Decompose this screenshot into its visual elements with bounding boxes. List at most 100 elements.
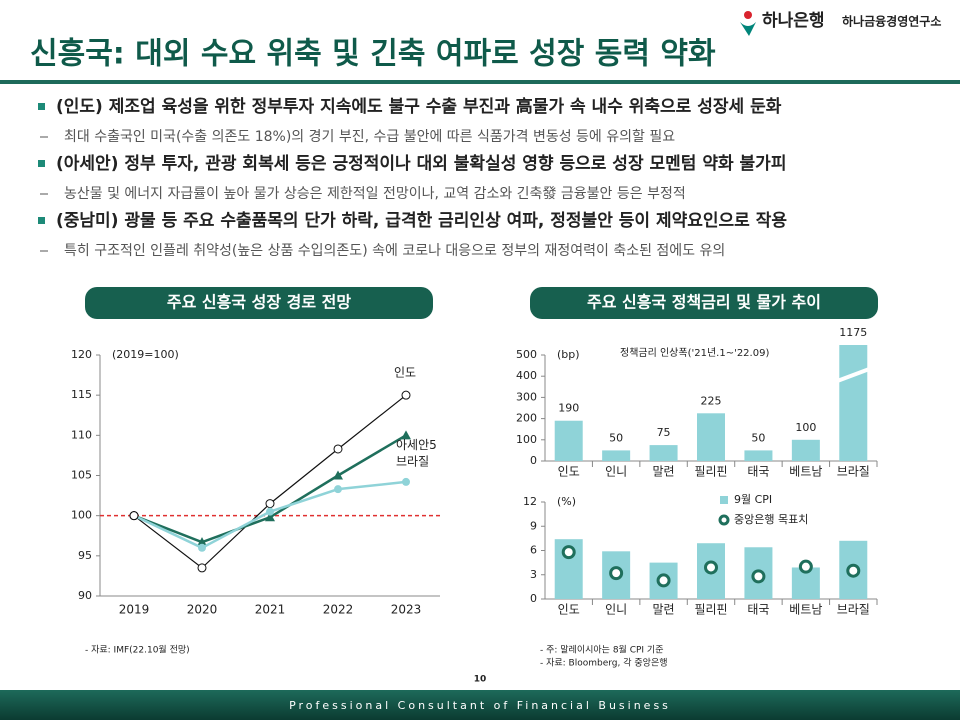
y-tick-label: 0: [530, 454, 537, 467]
bar: [791, 439, 820, 461]
y-tick-label: 110: [71, 428, 92, 441]
marker: [198, 543, 206, 552]
x-tick-label: 인도: [558, 603, 580, 617]
bar: [697, 413, 725, 461]
unit: (bp): [557, 348, 580, 361]
data-label: 75: [657, 426, 671, 439]
logo-icon: [740, 22, 756, 36]
x-tick-label: 베트남: [789, 603, 822, 617]
y-tick-label: 400: [516, 369, 537, 382]
x-tick-label: 2019: [119, 603, 150, 617]
bullet-sub: 최대 수출국인 미국(수출 의존도 18%)의 경기 부진, 수급 불안에 따른…: [64, 129, 675, 145]
page-number: 10: [474, 675, 487, 685]
target-dot: [798, 559, 813, 574]
chart-title: 주요 신흥국 성장 경로 전망: [167, 293, 351, 312]
logo-icon: [744, 11, 752, 19]
logo: 하나은행: [762, 11, 825, 31]
source: - 자료: IMF(22.10월 전망): [85, 644, 190, 656]
x-tick-label: 태국: [747, 603, 769, 617]
x-tick-label: 2022: [323, 603, 354, 617]
y-tick-label: 200: [516, 412, 537, 425]
x-tick-label: 말련: [653, 465, 675, 479]
unit: (2019=100): [112, 348, 179, 361]
x-tick-label: 말련: [653, 603, 675, 617]
y-tick-label: 500: [516, 348, 537, 361]
x-tick-label: 필리핀: [694, 465, 727, 479]
data-label: 50: [609, 431, 623, 444]
bullet-text: (인도) 제조업 육성을 위한 정부투자 지속에도 불구 수출 부진과 高물가 …: [56, 96, 782, 117]
target-dot: [704, 560, 718, 575]
bullet-square: [38, 103, 45, 110]
target-dot: [609, 566, 624, 581]
marker: [197, 563, 207, 573]
y-tick-label: 115: [71, 388, 92, 401]
y-tick-label: 9: [530, 519, 537, 532]
y-tick-label: 95: [78, 549, 92, 562]
note: - 주: 말레이시아는 8월 CPI 기준: [540, 644, 663, 656]
y-tick-label: 105: [71, 469, 92, 482]
x-tick-label: 인도: [558, 465, 580, 479]
marker: [265, 512, 275, 522]
note: - 자료: Bloomberg, 각 중앙은행: [540, 657, 668, 669]
bullet-square: [38, 217, 45, 224]
marker: [333, 444, 343, 454]
x-tick-label: 태국: [747, 465, 769, 479]
x-tick-label: 브라질: [837, 603, 870, 617]
footer-bar: [0, 690, 960, 720]
y-tick-label: 300: [516, 390, 537, 403]
marker: [401, 390, 411, 400]
data-label: 225: [701, 394, 722, 407]
slogan: Professional Consultant of Financial Bus…: [289, 699, 671, 712]
data-label: 190: [558, 402, 579, 415]
unit: (%): [557, 495, 576, 508]
y-tick-label: 3: [530, 568, 537, 581]
title-rule: [0, 80, 960, 84]
x-tick-label: 2021: [255, 603, 286, 617]
bar: [744, 450, 773, 461]
bullet-sub: 농산물 및 에너지 자급률이 높아 물가 상승은 제한적일 전망이나, 교역 감…: [64, 186, 686, 202]
y-tick-label: 12: [523, 495, 537, 508]
y-tick-label: 90: [78, 589, 92, 602]
chart-banner: [530, 287, 878, 319]
bar: [839, 345, 868, 461]
marker: [402, 477, 410, 486]
chart-banner: [85, 287, 433, 319]
chart-title: 주요 신흥국 정책금리 및 물가 추이: [587, 293, 821, 312]
legend-label: 중앙은행 목표치: [734, 513, 808, 526]
data-label: 1175: [839, 326, 867, 339]
y-tick-label: 6: [530, 544, 537, 557]
axis-break: [836, 367, 870, 383]
target-dot: [561, 545, 576, 560]
x-tick-label: 브라질: [837, 465, 870, 479]
data-label: 100: [795, 421, 816, 434]
marker: [197, 537, 207, 547]
x-tick-label: 베트남: [789, 465, 822, 479]
bullet-square: [38, 160, 45, 167]
legend-label: 9월 CPI: [734, 493, 772, 506]
data-label: 50: [751, 431, 765, 444]
y-tick-label: 100: [71, 509, 92, 522]
x-tick-label: 인니: [605, 603, 627, 617]
series-label: 아세안5: [396, 438, 437, 452]
x-tick-label: 인니: [605, 465, 627, 479]
marker: [334, 485, 342, 494]
marker: [129, 511, 139, 521]
institute: 하나금융경영연구소: [842, 14, 941, 29]
series-label: 브라질: [396, 454, 429, 468]
title: 신흥국: 대외 수요 위축 및 긴축 여파로 성장 동력 약화: [30, 37, 716, 72]
marker: [266, 507, 274, 516]
bullet-text: (중남미) 광물 등 주요 수출품목의 단가 하락, 급격한 금리인상 여파, …: [56, 210, 787, 231]
bar: [554, 420, 583, 461]
x-tick-label: 2020: [187, 603, 218, 617]
y-tick-label: 100: [516, 433, 537, 446]
x-tick-label: 2023: [391, 603, 422, 617]
target-dot: [846, 563, 861, 578]
target-dot: [656, 573, 671, 588]
marker: [265, 499, 275, 509]
marker: [333, 470, 343, 480]
target-dot: [751, 569, 766, 584]
x-tick-label: 필리핀: [694, 603, 727, 617]
y-tick-label: 0: [530, 592, 537, 605]
